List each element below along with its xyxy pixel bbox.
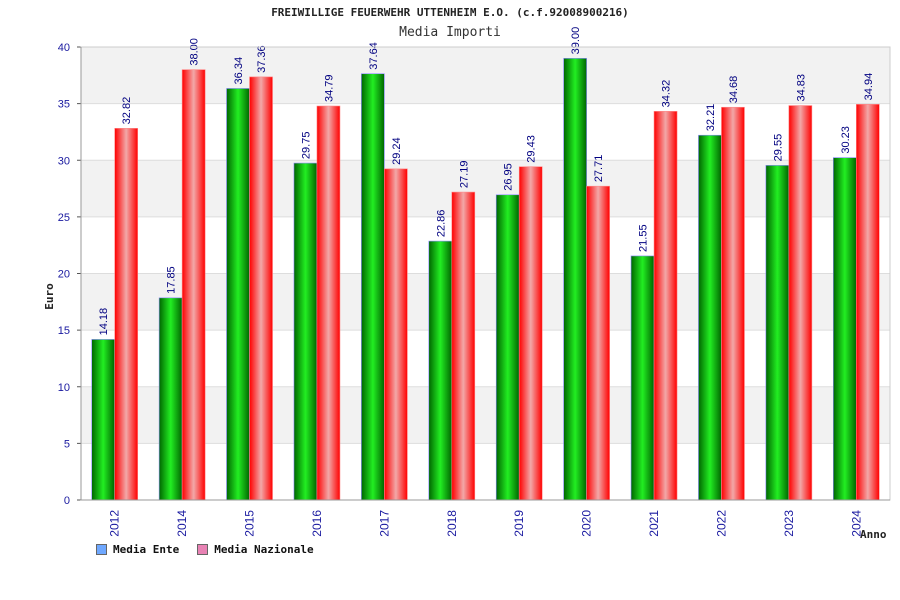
bar-media-nazionale-2017 [384,168,408,501]
bar-media-ente-2014 [158,297,183,501]
bar-media-ente-2012 [91,339,116,501]
data-label: 21.55 [638,224,650,252]
data-label: 37.64 [368,42,380,70]
bar-media-nazionale-2014 [181,69,206,501]
data-label: 14.18 [98,308,110,336]
data-label: 34.32 [661,80,673,108]
bar-media-nazionale-2016 [316,105,341,501]
x-tick-label: 2022 [714,510,728,537]
bar-media-ente-2021 [630,255,655,501]
data-label: 26.95 [503,163,515,191]
grid-band [81,273,890,331]
bar-media-nazionale-2018 [451,191,476,501]
y-tick-label: 0 [64,495,70,507]
grid [81,46,890,501]
bar-media-nazionale-2023 [788,105,813,501]
grid-band [81,103,890,161]
legend-swatch-media-nazionale [197,544,209,555]
data-label: 38.00 [189,38,201,66]
data-label: 32.21 [705,104,717,132]
y-tick-label: 35 [58,99,70,111]
data-label: 36.34 [233,57,245,85]
x-tick-label: 2021 [647,510,661,537]
bar-media-nazionale-2019 [518,166,543,501]
data-label: 34.94 [863,73,875,101]
bar-media-nazionale-2012 [114,128,139,501]
legend-label-media-nazionale: Media Nazionale [214,543,314,556]
data-label: 32.82 [121,97,133,125]
bar-media-nazionale-2021 [653,111,678,501]
y-tick-label: 30 [58,155,70,167]
bars: 14.18 32.82 17.85 38.00 36.34 37.36 29.75 34.79… [91,27,880,501]
x-axis-label: Anno [860,528,887,541]
data-label: 30.23 [840,126,852,154]
y-tick-label: 20 [58,269,70,281]
x-tick-label: 2019 [512,510,526,537]
legend-label-media-ente: Media Ente [113,543,180,556]
data-label: 29.75 [300,132,312,160]
data-label: 37.36 [256,45,268,73]
bar-media-ente-2018 [428,240,453,501]
bar-media-ente-2019 [495,194,520,501]
bar-media-nazionale-2022 [721,106,745,501]
chart-subtitle: Media Importi [399,25,501,40]
x-tick-label: 2023 [782,510,796,537]
bar-media-nazionale-2020 [586,185,610,501]
data-label: 29.43 [526,135,538,163]
grid-band [81,386,890,444]
bar-media-ente-2015 [226,88,250,501]
x-tick-label: 2024 [849,510,863,537]
x-tick-label: 2017 [377,510,391,537]
grid-band [81,216,890,274]
legend-item-media-nazionale: Media Nazionale [197,543,314,556]
y-tick-label: 25 [58,212,70,224]
grid-band [81,47,890,104]
bar-media-ente-2024 [832,157,857,501]
grid-band [81,330,890,387]
y-tick-label: 40 [58,42,70,54]
x-tick-label: 2018 [445,510,459,537]
data-label: 34.79 [323,74,335,102]
data-label: 39.00 [570,27,582,55]
y-tick-label: 10 [58,382,70,394]
grid-band [81,443,890,500]
grid-band [81,160,890,217]
legend-item-media-ente: Media Ente [96,543,179,556]
legend-swatch-media-ente [96,544,107,555]
y-tick-label: 5 [64,438,70,450]
x-tick-label: 2012 [108,510,122,537]
y-tick-label: 15 [58,325,70,337]
legend: Media Ente Media Nazionale [96,543,314,556]
data-label: 27.19 [458,161,470,189]
data-label: 27.71 [593,155,605,183]
data-label: 34.68 [728,76,740,104]
bar-media-ente-2017 [361,73,385,501]
x-tick-label: 2014 [175,510,189,537]
bar-media-ente-2016 [293,162,318,501]
x-tick-label: 2020 [580,510,594,537]
data-label: 22.86 [435,210,447,238]
x-tick-label: 2015 [243,510,257,537]
data-label: 34.83 [795,74,807,102]
data-label: 17.85 [166,266,178,294]
bar-media-nazionale-2024 [855,104,880,501]
bar-media-ente-2020 [563,58,587,501]
data-label: 29.24 [391,137,403,165]
x-tick-label: 2016 [310,510,324,537]
chart-title: FREIWILLIGE FEUERWEHR UTTENHEIM E.O. (c.… [271,6,629,19]
bar-media-ente-2023 [765,165,790,501]
bar-media-ente-2022 [698,134,722,501]
data-label: 29.55 [772,134,784,162]
bar-media-nazionale-2015 [249,76,273,501]
axes: 0 5 10 15 20 25 30 35 40 2012 2014 2015 2016 2017 2018… [58,42,891,537]
